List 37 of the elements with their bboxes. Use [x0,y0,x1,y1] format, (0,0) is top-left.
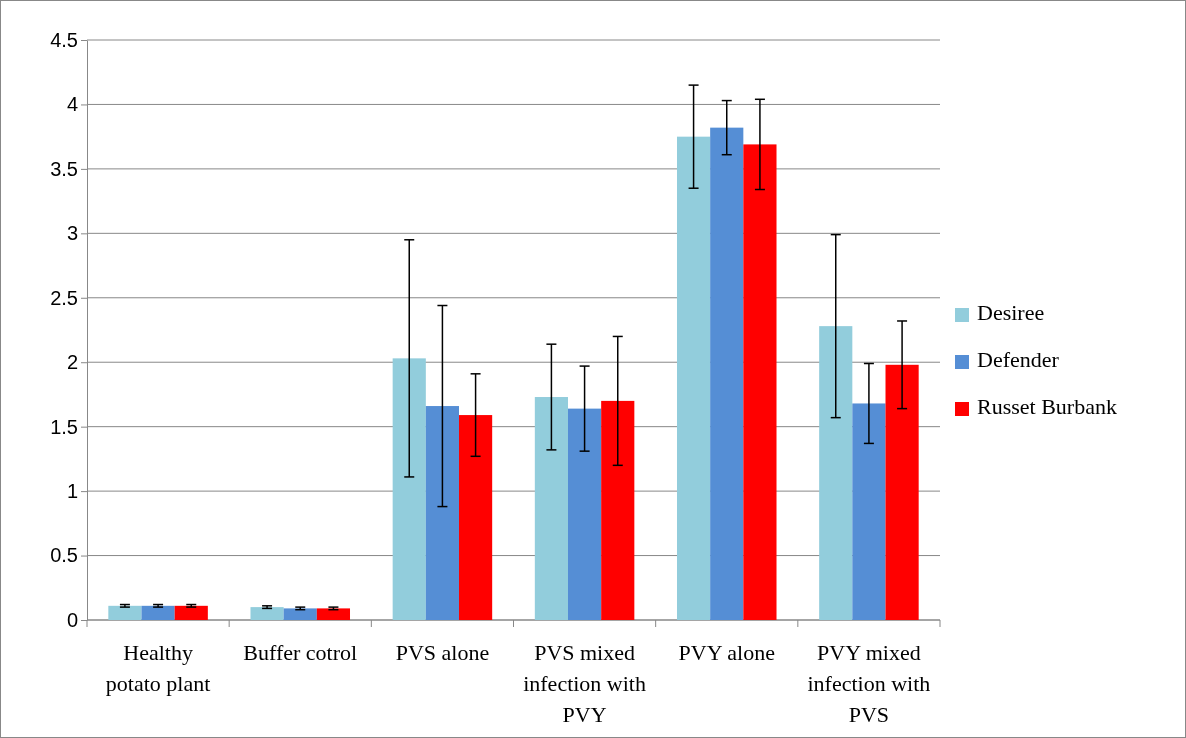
bar [534,397,568,620]
bar [885,364,919,620]
y-tick-label: 3.5 [50,157,78,180]
y-tick-label: 1 [66,480,78,503]
legend-label: Defender [977,347,1060,372]
x-tick-label: PVS alone [395,640,490,665]
bar [250,607,284,620]
y-tick-label: 2 [66,351,78,374]
legend-label: Russet Burbank [977,394,1117,419]
y-tick-label: 4.5 [50,28,78,51]
bar [108,605,142,620]
y-tick-label: 3 [66,222,78,245]
bar [392,358,426,620]
bar [819,326,853,620]
bar [743,144,777,620]
y-tick-label: 0.5 [50,544,78,567]
y-tick-label: 1.5 [50,415,78,438]
bar [568,408,602,620]
x-tick-label: PVY alone [678,640,775,665]
bar [710,127,744,620]
bar [141,605,175,620]
bar [459,415,493,620]
bar [425,406,459,620]
bar [316,608,351,620]
bar [676,136,711,620]
x-tick-label: PVS mixed infection with PVY [523,640,646,727]
legend-label: Desiree [977,300,1045,325]
x-tick-label: PVY mixed infection with PVS [807,640,931,727]
x-tick-label: Healthy potato plant [105,640,211,696]
bar [174,605,208,620]
y-tick-label: 4 [66,93,78,116]
bar [852,403,886,620]
y-tick-label: 2.5 [50,286,78,309]
y-tick-label: 0 [66,608,78,631]
bar [283,608,317,620]
x-tick-label: Buffer cotrol [243,640,358,665]
bar [601,400,635,620]
